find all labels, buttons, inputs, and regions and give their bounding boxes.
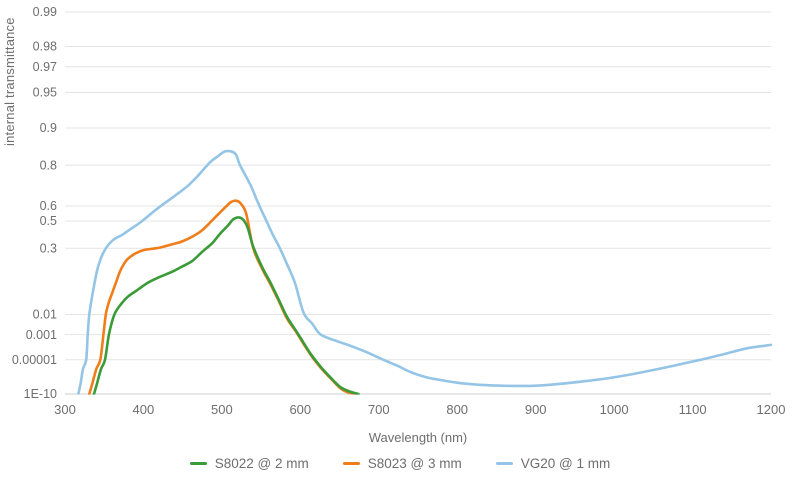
x-tick-label: 1100 xyxy=(679,402,707,417)
legend-swatch-orange-line-icon xyxy=(342,462,360,465)
y-tick-label: 0.99 xyxy=(33,5,57,19)
y-tick-label: 0.00001 xyxy=(12,353,57,367)
x-tick-labels: 300 400 500 600 700 800 900 1000 1100 1200 xyxy=(54,402,785,417)
y-tick-label: 0.01 xyxy=(33,308,57,322)
x-tick-label: 300 xyxy=(54,402,76,417)
y-tick-label: 1E-10 xyxy=(24,387,57,401)
y-tick-label: 0.8 xyxy=(40,158,57,172)
legend-label: VG20 @ 1 mm xyxy=(520,456,611,471)
y-tick-labels: 0.99 0.98 0.97 0.95 0.9 0.8 0.60.5 0.3 0.01 0.001… xyxy=(12,5,57,401)
x-tick-label: 600 xyxy=(289,402,311,417)
y-tick-label: 0.98 xyxy=(33,40,57,54)
legend-item-s8023: S8023 @ 3 mm xyxy=(342,456,462,471)
series-line-vg20-1-mm xyxy=(77,149,773,395)
legend-label: S8022 @ 2 mm xyxy=(214,456,309,471)
y-tick-label: 0.97 xyxy=(33,60,57,74)
y-tick-label: 0.5 xyxy=(40,214,57,228)
legend-item-vg20: VG20 @ 1 mm xyxy=(495,456,611,471)
x-tick-label: 1200 xyxy=(757,402,786,417)
series-lines xyxy=(77,149,773,395)
legend-label: S8023 @ 3 mm xyxy=(367,456,462,471)
y-tick-label: 0.001 xyxy=(26,328,57,342)
x-tick-label: 1000 xyxy=(600,402,629,417)
legend-swatch-blue-line-icon xyxy=(495,462,513,465)
legend-swatch-green-line-icon xyxy=(189,462,207,465)
legend: S8022 @ 2 mm S8023 @ 3 mm VG20 @ 1 mm xyxy=(0,456,800,471)
x-tick-label: 900 xyxy=(525,402,547,417)
y-tick-label: 0.6 xyxy=(40,199,57,213)
x-tick-label: 700 xyxy=(368,402,390,417)
y-axis-title: internal transmittance xyxy=(2,17,17,146)
series-line-s8022-2-mm xyxy=(92,216,360,395)
gridlines xyxy=(65,11,771,395)
x-tick-label: 800 xyxy=(446,402,468,417)
x-tick-label: 400 xyxy=(133,402,155,417)
y-tick-label: 0.95 xyxy=(33,86,57,100)
y-tick-label: 0.3 xyxy=(40,242,57,256)
x-tick-label: 500 xyxy=(211,402,233,417)
x-axis-title: Wavelength (nm) xyxy=(368,430,468,445)
legend-item-s8022: S8022 @ 2 mm xyxy=(189,456,309,471)
y-tick-label: 0.9 xyxy=(40,121,57,135)
